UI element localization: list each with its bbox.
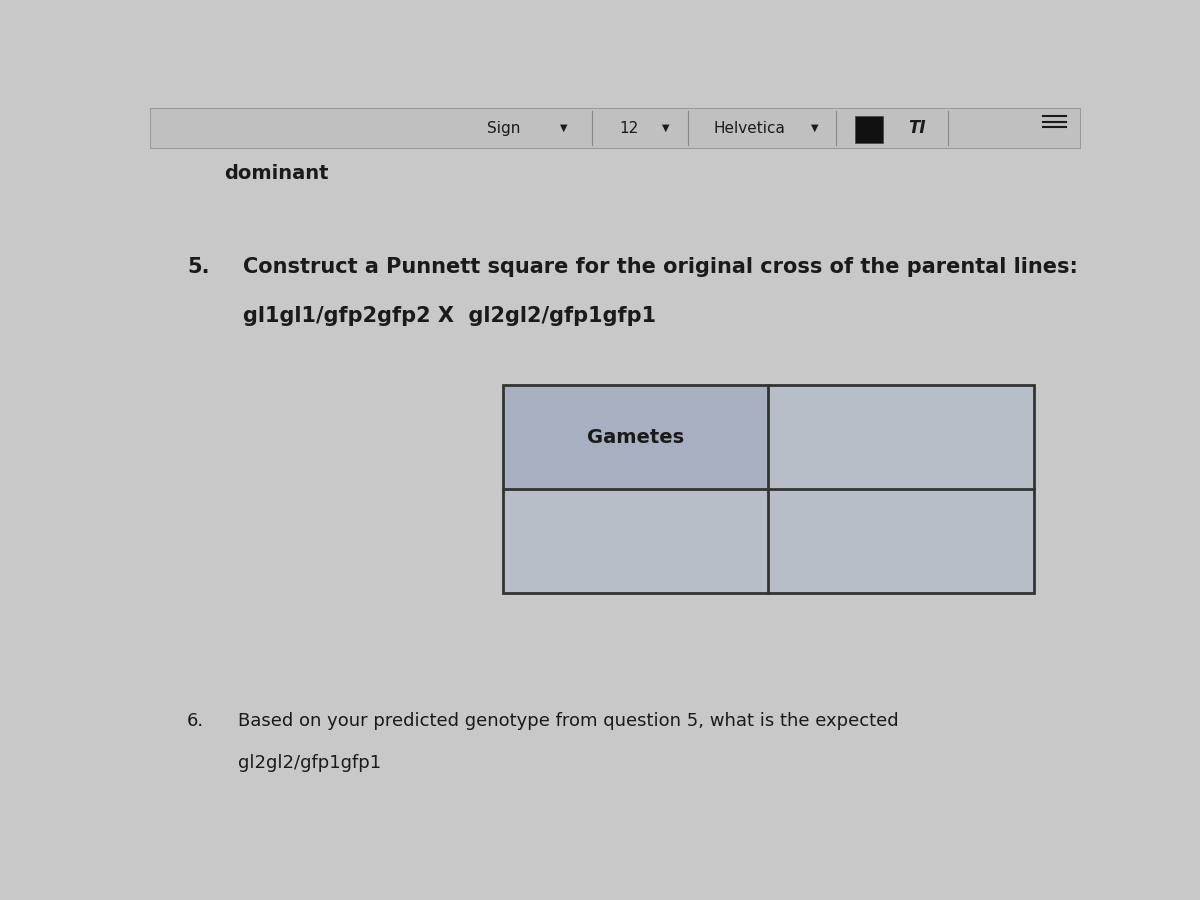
Text: Based on your predicted genotype from question 5, what is the expected: Based on your predicted genotype from qu…: [239, 712, 899, 730]
Text: ▼: ▼: [560, 123, 568, 133]
FancyBboxPatch shape: [504, 385, 768, 490]
Text: TI: TI: [908, 119, 926, 137]
Text: Sign: Sign: [487, 121, 520, 136]
Text: Construct a Punnett square for the original cross of the parental lines:: Construct a Punnett square for the origi…: [242, 257, 1078, 277]
Text: Gametes: Gametes: [587, 428, 684, 446]
Text: ▼: ▼: [662, 123, 670, 133]
Text: 12: 12: [619, 121, 638, 136]
FancyBboxPatch shape: [504, 385, 1033, 593]
Text: ▼: ▼: [811, 123, 818, 133]
Text: 6.: 6.: [187, 712, 204, 730]
Text: gl2gl2/gfp1gfp1: gl2gl2/gfp1gfp1: [239, 754, 382, 772]
FancyBboxPatch shape: [150, 108, 1080, 148]
FancyBboxPatch shape: [854, 116, 883, 142]
Text: 5.: 5.: [187, 257, 210, 277]
Text: dominant: dominant: [224, 165, 329, 184]
Text: Helvetica: Helvetica: [714, 121, 786, 136]
Text: gl1gl1/gfp2gfp2 X  gl2gl2/gfp1gfp1: gl1gl1/gfp2gfp2 X gl2gl2/gfp1gfp1: [242, 306, 656, 326]
